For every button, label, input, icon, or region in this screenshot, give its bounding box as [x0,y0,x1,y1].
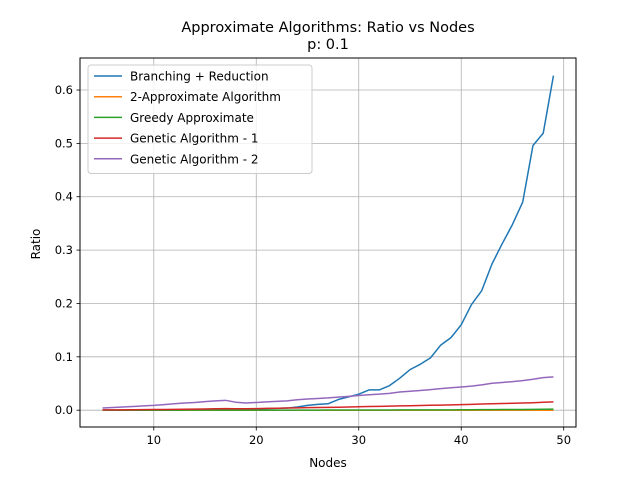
series-line-greedy-approximate [102,408,554,411]
x-tick-label: 10 [146,433,161,447]
y-tick-label: 0.1 [55,350,73,364]
x-tick-label: 20 [249,433,264,447]
legend-label: Greedy Approximate [130,111,254,125]
legend-label: 2-Approximate Algorithm [130,90,281,104]
y-axis-label: Ratio [29,229,43,260]
y-axis-ticks: 0.0 0.1 0.2 0.3 0.4 0.5 0.6 [55,83,80,417]
x-axis-ticks: 10 20 30 40 50 [146,427,571,447]
axes-frame [79,57,577,428]
y-tick-label: 0.3 [55,243,73,257]
x-tick-label: 40 [454,433,469,447]
series-layer [102,75,555,411]
series-line-genetic-algorithm-2 [102,376,554,409]
y-tick-label: 0.0 [55,403,73,417]
y-tick-label: 0.6 [55,83,73,97]
y-tick-label: 0.5 [55,136,73,150]
series-line-genetic-algorithm-1 [102,401,554,411]
y-tick-label: 0.4 [55,190,73,204]
chart-title: Approximate Algorithms: Ratio vs Nodes [181,20,474,36]
legend: Branching + Reduction 2-Approximate Algor… [87,64,313,174]
grid-lines [80,58,576,427]
legend-box [87,64,313,174]
y-tick-label: 0.2 [55,296,73,310]
x-tick-label: 50 [556,433,571,447]
x-tick-label: 30 [351,433,366,447]
legend-label: Branching + Reduction [130,70,269,84]
x-axis-label: Nodes [309,456,347,470]
legend-label: Genetic Algorithm - 1 [130,132,258,146]
chart-subtitle: p: 0.1 [307,37,349,53]
legend-label: Genetic Algorithm - 2 [130,152,258,166]
